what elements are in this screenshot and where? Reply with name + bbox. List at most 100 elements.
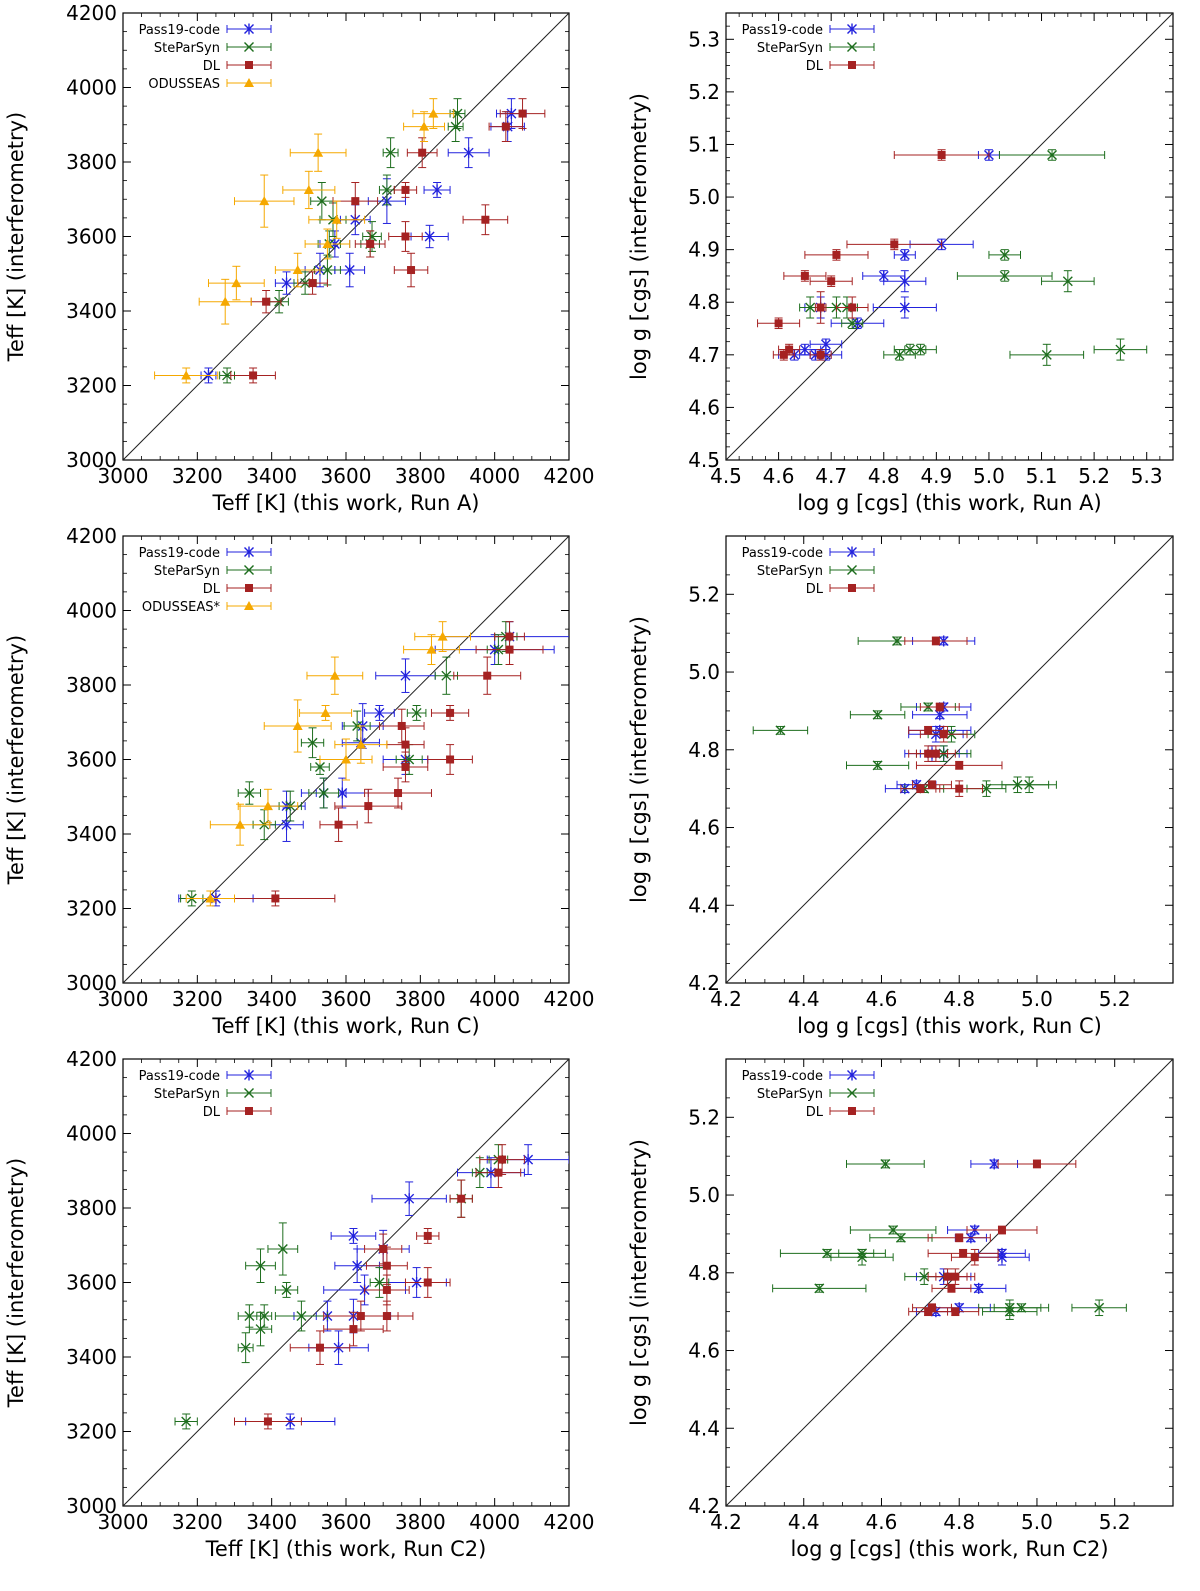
x-tick-label: 3800: [395, 987, 446, 1011]
y-tick-label: 3000: [66, 1494, 117, 1518]
plot-area: [123, 1059, 569, 1506]
y-tick-label: 4.8: [688, 290, 720, 314]
data-point: [997, 1159, 1077, 1169]
data-point: [230, 367, 276, 384]
data-point: [998, 149, 1106, 161]
x-tick-label: 4.6: [866, 1510, 898, 1534]
plot-area: [726, 13, 1173, 460]
data-point: [912, 709, 968, 721]
data-point: [809, 349, 832, 361]
legend-label: SteParSyn: [757, 564, 823, 579]
series-dl: [908, 1159, 1077, 1317]
y-tick-label: 3800: [66, 150, 117, 174]
y-tick-label: 3400: [66, 299, 117, 323]
x-axis-label: Teff [K] (this work, Run C2): [205, 1537, 487, 1561]
legend-entry: SteParSyn: [154, 1087, 272, 1102]
x-tick-label: 4200: [544, 1510, 595, 1534]
plot-area: [123, 536, 569, 983]
data-point: [849, 709, 906, 720]
data-point: [982, 1303, 1038, 1320]
y-axis-label: Teff [K] (interferometry): [4, 1158, 28, 1408]
legend-label: Pass19-code: [742, 1069, 823, 1084]
minor-ticks: [123, 13, 569, 460]
data-point: [154, 367, 219, 384]
data-point: [364, 777, 432, 809]
data-point: [1041, 270, 1095, 293]
legend-label: SteParSyn: [757, 1087, 823, 1102]
x-axis-label: log g [cgs] (this work, Run C): [797, 1014, 1102, 1038]
data-point: [423, 181, 451, 198]
legend-entry: Pass19-code: [742, 546, 875, 561]
data-point: [406, 704, 427, 721]
series-pass19-code: [245, 1144, 569, 1430]
data-point: [915, 760, 1003, 770]
data-point: [1001, 776, 1057, 794]
y-tick-label: 4.2: [688, 1494, 720, 1518]
legend-label: SteParSyn: [757, 41, 823, 56]
x-tick-label: 5.1: [1026, 464, 1058, 488]
data-point: [931, 1307, 980, 1317]
data-point: [414, 621, 472, 652]
x-tick-label: 4.7: [815, 464, 847, 488]
data-point: [334, 725, 388, 764]
data-point: [319, 738, 373, 781]
y-tick-label: 3600: [66, 748, 117, 772]
plot-area: [726, 536, 1173, 983]
x-tick-label: 3600: [321, 464, 372, 488]
data-point: [809, 338, 843, 351]
y-axis-label: log g [cgs] (interferometry): [627, 616, 651, 903]
identity-line: [123, 1059, 569, 1506]
x-tick-label: 4000: [469, 464, 520, 488]
y-tick-label: 5.1: [688, 132, 720, 156]
legend-entry: DL: [806, 59, 875, 74]
data-point: [289, 1330, 351, 1365]
data-point: [862, 270, 906, 282]
y-tick-label: 3200: [66, 374, 117, 398]
data-point: [388, 221, 423, 252]
data-point: [274, 1300, 328, 1332]
y-tick-label: 5.2: [688, 1105, 720, 1129]
data-point: [282, 170, 336, 210]
minor-ticks: [726, 13, 1173, 460]
x-tick-label: 3000: [98, 1510, 149, 1534]
x-tick-label: 4.2: [710, 987, 742, 1011]
legend-label: DL: [203, 582, 221, 597]
x-axis-label: log g [cgs] (this work, Run C2): [790, 1537, 1108, 1561]
y-axis-label: Teff [K] (interferometry): [4, 112, 28, 362]
data-point: [835, 296, 869, 319]
legend-label: Pass19-code: [742, 546, 823, 561]
data-point: [207, 265, 265, 301]
minor-ticks: [123, 1059, 569, 1506]
x-tick-label: 4000: [469, 987, 520, 1011]
data-point: [256, 1304, 273, 1328]
legend-entry: DL: [806, 1105, 875, 1120]
y-tick-label: 4.4: [688, 893, 720, 917]
legend-label: DL: [806, 59, 824, 74]
data-point: [300, 727, 325, 759]
data-point: [772, 1283, 867, 1294]
data-point: [248, 1311, 273, 1347]
y-tick-label: 4200: [66, 1047, 117, 1071]
data-point: [416, 1227, 440, 1244]
data-point: [783, 270, 827, 282]
data-point: [846, 238, 943, 251]
data-point: [403, 634, 460, 666]
data-point: [174, 1413, 198, 1430]
identity-line: [726, 536, 1173, 983]
data-point: [209, 803, 271, 846]
legend-entry: ODUSSEAS*: [142, 600, 272, 615]
legend-entry: Pass19-code: [139, 546, 272, 561]
data-point: [479, 1144, 525, 1175]
x-tick-label: 4000: [469, 1510, 520, 1534]
data-point: [449, 1179, 473, 1218]
x-tick-label: 4.2: [710, 1510, 742, 1534]
legend-entry: Pass19-code: [742, 23, 875, 38]
x-axis-label: log g [cgs] (this work, Run A): [797, 491, 1101, 515]
x-axis-label: Teff [K] (this work, Run C): [211, 1014, 479, 1038]
data-point: [323, 1311, 384, 1347]
x-tick-label: 3800: [395, 464, 446, 488]
plot-area: [726, 1059, 1173, 1506]
data-point: [869, 1232, 933, 1243]
data-point: [935, 1268, 976, 1285]
